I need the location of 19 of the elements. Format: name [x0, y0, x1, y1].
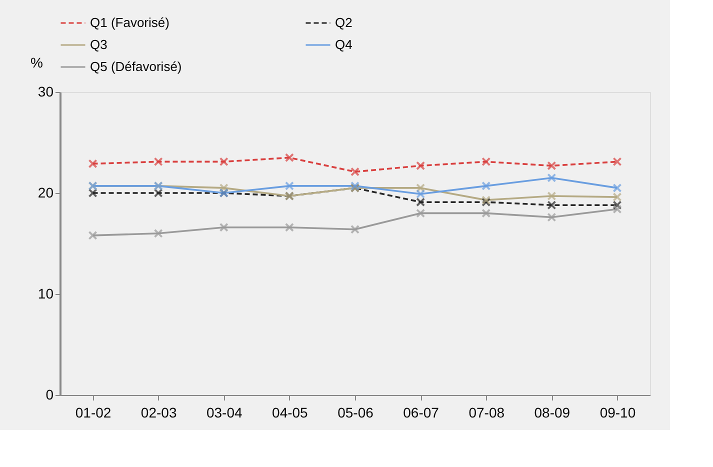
x-tick-label: 05-06 — [338, 404, 374, 420]
legend-label: Q4 — [335, 37, 352, 52]
x-tick-label: 08-09 — [534, 404, 570, 420]
x-tick-label: 01-02 — [75, 404, 112, 420]
legend-label: Q2 — [335, 15, 352, 30]
y-tick-label: 20 — [38, 184, 54, 200]
x-tick-label: 06-07 — [403, 404, 440, 420]
x-tick-label: 04-05 — [272, 404, 308, 420]
y-tick-label: 10 — [38, 286, 54, 302]
legend-label: Q3 — [90, 37, 108, 52]
y-axis-title: % — [30, 54, 43, 70]
legend-label: Q1 (Favorisé) — [90, 15, 170, 30]
y-tick-label: 0 — [46, 386, 54, 402]
y-tick-label: 30 — [38, 84, 54, 100]
x-tick-label: 07-08 — [468, 404, 505, 420]
x-tick-label: 02-03 — [140, 404, 177, 420]
x-tick-label: 09-10 — [600, 404, 636, 420]
legend-label: Q5 (Défavorisé) — [90, 59, 182, 74]
x-tick-label: 03-04 — [206, 404, 243, 420]
